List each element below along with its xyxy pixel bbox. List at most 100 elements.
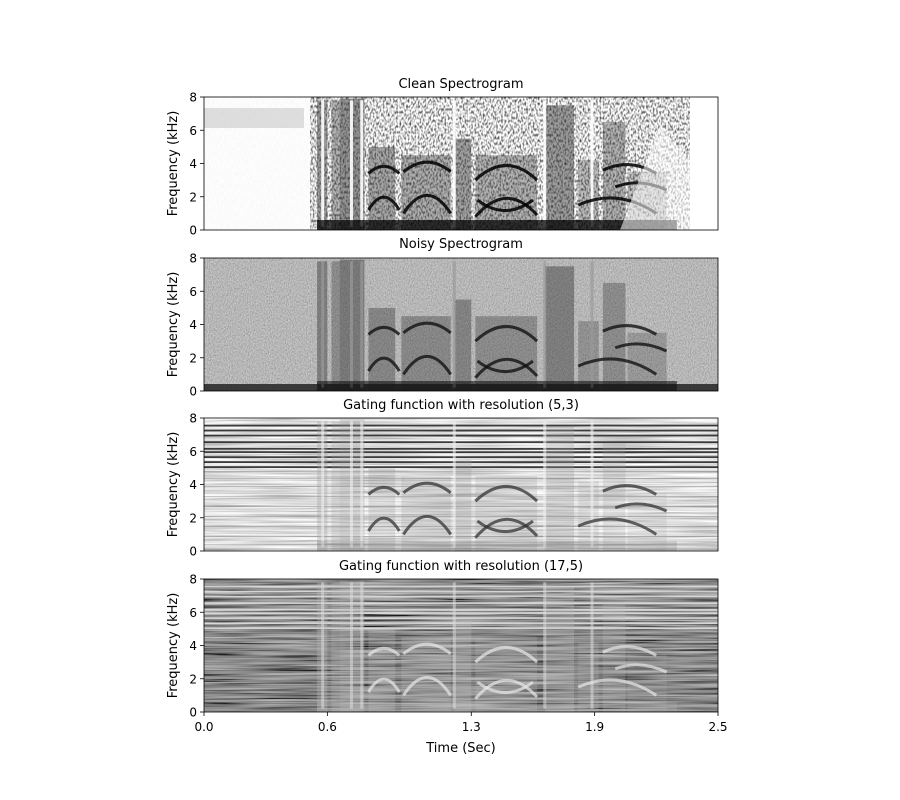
y-axis-label: Frequency (kHz) <box>166 111 181 217</box>
y-axis-label: Frequency (kHz) <box>166 432 181 538</box>
horizontal-band <box>204 466 718 469</box>
burst-line <box>590 261 594 388</box>
formant-track <box>402 321 452 334</box>
formant-track <box>367 516 401 532</box>
energy-region <box>578 321 599 391</box>
energy-region <box>578 481 599 551</box>
heatmap-image <box>204 97 718 230</box>
horizontal-band <box>204 526 718 528</box>
horizontal-band <box>204 536 718 538</box>
formant-track <box>367 646 401 657</box>
formant-track <box>602 324 658 336</box>
formant-track <box>474 485 539 503</box>
energy-region <box>602 282 626 391</box>
horizontal-band <box>204 585 718 588</box>
horizontal-band <box>204 429 718 432</box>
formant-track <box>402 160 452 173</box>
horizontal-band <box>204 548 718 550</box>
horizontal-bands <box>204 424 718 550</box>
panel-title: Noisy Spectrogram <box>399 237 523 252</box>
panel-title: Clean Spectrogram <box>398 77 523 92</box>
horizontal-band <box>204 667 718 669</box>
y-tick-label: 2 <box>189 672 197 686</box>
burst-line <box>349 100 353 227</box>
formant-track <box>402 676 452 697</box>
formant-track <box>602 645 658 657</box>
horizontal-band <box>204 627 718 630</box>
formant-track <box>367 325 401 336</box>
y-tick-label: 8 <box>189 412 197 426</box>
formant-track <box>474 678 539 700</box>
speech-energy <box>317 419 677 551</box>
formant-track <box>474 357 539 379</box>
burst-line <box>590 421 594 548</box>
formant-track <box>476 359 534 373</box>
x-tick-label: 0.6 <box>318 720 337 734</box>
low-frequency-band <box>317 381 677 391</box>
x-tick-label: 1.9 <box>585 720 604 734</box>
horizontal-band <box>204 632 718 634</box>
energy-region <box>368 628 396 712</box>
energy-region <box>368 146 396 230</box>
horizontal-band <box>204 461 718 464</box>
horizontal-bands <box>204 585 718 711</box>
formant-track <box>577 517 658 536</box>
energy-region <box>545 266 575 391</box>
energy-region <box>475 476 538 551</box>
horizontal-band <box>204 705 718 707</box>
y-axis-ticks: 0 2 4 6 8 <box>189 91 204 238</box>
energy-region <box>578 160 599 230</box>
formant-track <box>367 677 401 693</box>
horizontal-band <box>204 622 718 625</box>
horizontal-band <box>204 486 718 488</box>
horizontal-band <box>204 434 718 437</box>
horizontal-band <box>204 496 718 498</box>
energy-region <box>602 442 626 551</box>
y-axis-ticks: 0 2 4 6 8 <box>189 573 204 720</box>
y-tick-label: 0 <box>189 385 197 399</box>
horizontal-band <box>204 451 718 454</box>
speech-energy <box>317 580 677 712</box>
formant-track <box>367 485 401 496</box>
energy-region <box>454 459 472 551</box>
energy-region <box>545 426 575 551</box>
burst-line <box>360 582 364 709</box>
y-tick-label: 6 <box>189 124 197 138</box>
burst-line <box>321 261 325 388</box>
energy-region <box>368 467 396 551</box>
horizontal-band <box>204 697 718 699</box>
energy-region <box>331 261 340 391</box>
formant-track <box>476 519 534 533</box>
panel-title: Gating function with resolution (17,5) <box>339 559 583 574</box>
horizontal-band <box>204 657 718 659</box>
formant-track <box>474 164 539 182</box>
formant-track <box>614 502 668 513</box>
burst-line <box>590 582 594 709</box>
burst-line <box>590 100 594 227</box>
horizontal-band <box>204 608 718 611</box>
horizontal-band <box>204 516 718 518</box>
x-tick-label: 1.3 <box>462 720 481 734</box>
formant-track <box>367 356 401 372</box>
x-axis-ticks: 0.0 0.6 1.3 1.9 2.5 <box>194 712 728 734</box>
horizontal-band <box>204 424 718 427</box>
horizontal-band <box>204 709 718 711</box>
formant-track <box>602 484 658 496</box>
y-tick-label: 2 <box>189 351 197 365</box>
burst-line <box>349 582 353 709</box>
formant-track <box>474 325 539 343</box>
formant-track <box>614 663 668 674</box>
y-tick-label: 8 <box>189 252 197 266</box>
y-tick-label: 8 <box>189 91 197 105</box>
formant-track <box>367 164 401 175</box>
burst-line <box>543 582 547 709</box>
energy-region <box>454 620 472 712</box>
energy-region <box>602 603 626 712</box>
burst-line <box>543 421 547 548</box>
formant-track <box>474 646 539 664</box>
horizontal-band <box>204 602 718 605</box>
formant-track <box>577 357 658 376</box>
formant-track <box>476 680 534 694</box>
y-tick-label: 2 <box>189 190 197 204</box>
